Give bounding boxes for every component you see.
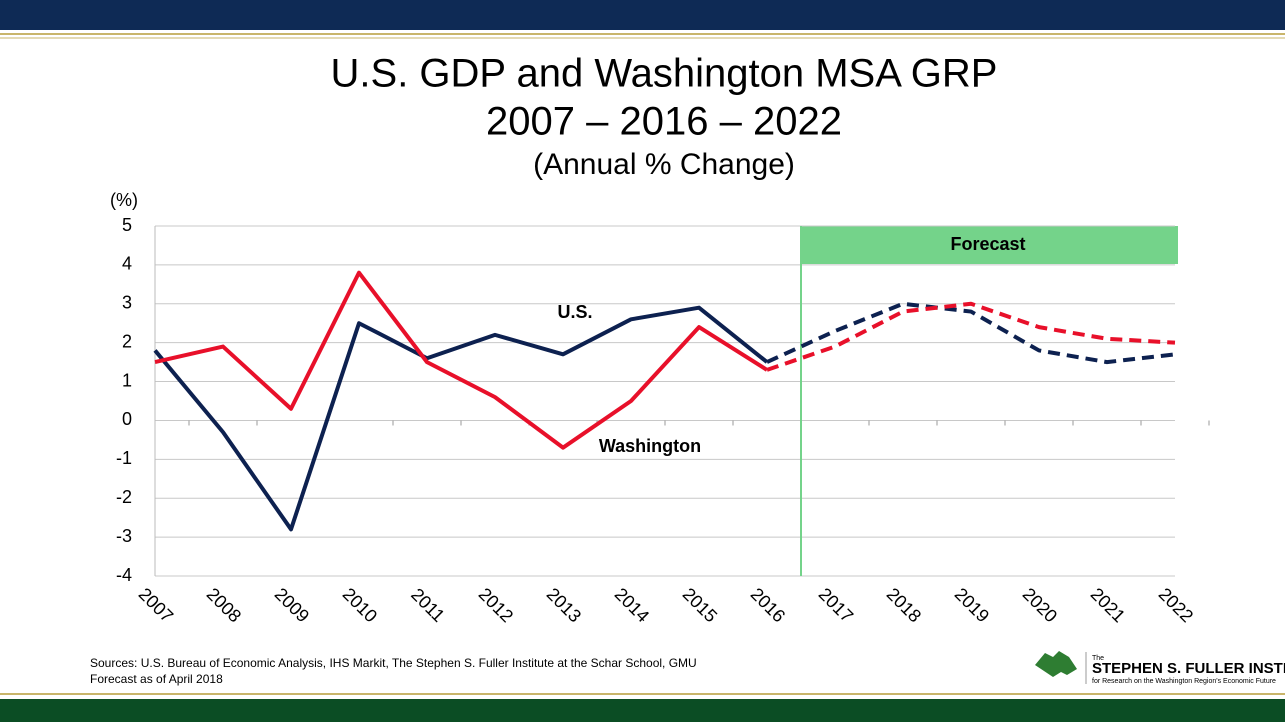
top-bar [0, 0, 1285, 30]
y-tick-label: -2 [116, 487, 132, 507]
y-tick-label: 3 [122, 293, 132, 313]
logo-name: STEPHEN S. FULLER INSTITUTE [1092, 660, 1285, 677]
x-tick-label: 2017 [815, 584, 857, 626]
x-tick-label: 2020 [1019, 584, 1061, 626]
x-tick-label: 2014 [611, 584, 653, 626]
y-tick-label: 0 [122, 409, 132, 429]
y-tick-label: 5 [122, 215, 132, 235]
x-tick-label: 2021 [1087, 584, 1129, 626]
x-tick-label: 2009 [271, 584, 313, 626]
y-tick-label: 2 [122, 331, 132, 351]
x-tick-label: 2013 [543, 584, 585, 626]
logo-tagline: for Research on the Washington Region's … [1092, 678, 1276, 685]
logo-pre: The [1092, 655, 1104, 662]
y-tick-label: -3 [116, 526, 132, 546]
x-tick-label: 2018 [883, 584, 925, 626]
y-axis-label: (%) [110, 190, 138, 210]
series-label: U.S. [557, 302, 592, 322]
bottom-bar [0, 699, 1285, 722]
logo-icon [1035, 651, 1077, 677]
series-line [766, 301, 1176, 365]
series-line [766, 301, 1176, 372]
x-tick-label: 2011 [407, 584, 449, 626]
y-tick-label: 1 [122, 370, 132, 390]
series-label: Washington [599, 436, 701, 456]
x-tick-label: 2012 [475, 584, 517, 626]
logo: The STEPHEN S. FULLER INSTITUTE for Rese… [1035, 651, 1285, 685]
x-tick-label: 2010 [339, 584, 381, 626]
x-tick-label: 2015 [679, 584, 721, 626]
x-tick-label: 2022 [1155, 584, 1197, 626]
y-tick-label: 4 [122, 254, 132, 274]
forecast-box [801, 226, 1178, 264]
series-line [154, 270, 769, 450]
x-tick-label: 2008 [203, 584, 245, 626]
x-tick-label: 2007 [135, 584, 177, 626]
x-tick-label: 2016 [747, 584, 789, 626]
y-tick-label: -4 [116, 565, 132, 585]
chart-subtitle: (Annual % Change) [533, 148, 795, 181]
x-tick-label: 2019 [951, 584, 993, 626]
series-line [153, 305, 769, 532]
note: Forecast as of April 2018 [90, 672, 223, 686]
sources: Sources: U.S. Bureau of Economic Analysi… [90, 656, 697, 670]
forecast-label: Forecast [950, 234, 1025, 254]
chart-title: U.S. GDP and Washington MSA GRP [331, 52, 998, 96]
chart-title: 2007 – 2016 – 2022 [486, 100, 842, 144]
y-tick-label: -1 [116, 448, 132, 468]
